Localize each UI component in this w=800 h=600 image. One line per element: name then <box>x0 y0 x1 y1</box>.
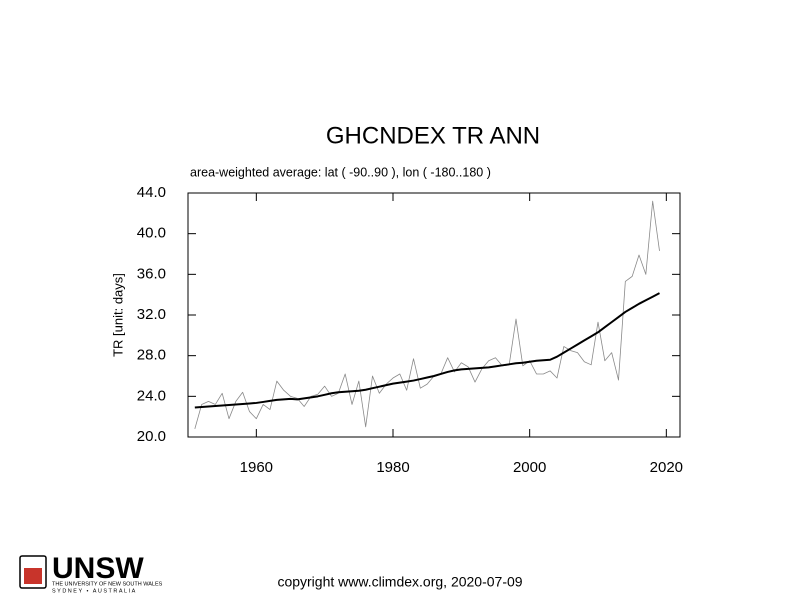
logo-line: THE UNIVERSITY OF NEW SOUTH WALES <box>52 581 163 587</box>
x-tick-label: 1960 <box>240 459 273 476</box>
plot-frame <box>187 192 681 438</box>
y-tick-label: 20.0 <box>137 428 166 445</box>
chart-subtitle: area-weighted average: lat ( -90..90 ), … <box>190 165 491 179</box>
series-line <box>194 200 660 429</box>
x-tick-label: 2000 <box>513 459 546 476</box>
copyright: copyright www.climdex.org, 2020-07-09 <box>277 574 522 590</box>
logo: UNSW THE UNIVERSITY OF NEW SOUTH WALES S… <box>19 552 163 594</box>
logo-shield-field <box>24 568 42 584</box>
y-tick-label: 44.0 <box>137 184 166 201</box>
series-line <box>194 292 660 409</box>
y-tick-label: 28.0 <box>137 347 166 364</box>
y-tick-label: 32.0 <box>137 306 166 323</box>
x-tick-label: 2020 <box>650 459 683 476</box>
x-tick-label: 1980 <box>376 459 409 476</box>
logo-line: SYDNEY • AUSTRALIA <box>52 588 137 594</box>
logo-name: UNSW <box>52 552 144 585</box>
chart-title: GHCNDEX TR ANN <box>326 122 540 149</box>
y-tick-label: 24.0 <box>137 387 166 404</box>
y-axis-label: TR [unit: days] <box>110 273 125 357</box>
y-tick-label: 40.0 <box>137 225 166 242</box>
y-tick-label: 36.0 <box>137 265 166 282</box>
